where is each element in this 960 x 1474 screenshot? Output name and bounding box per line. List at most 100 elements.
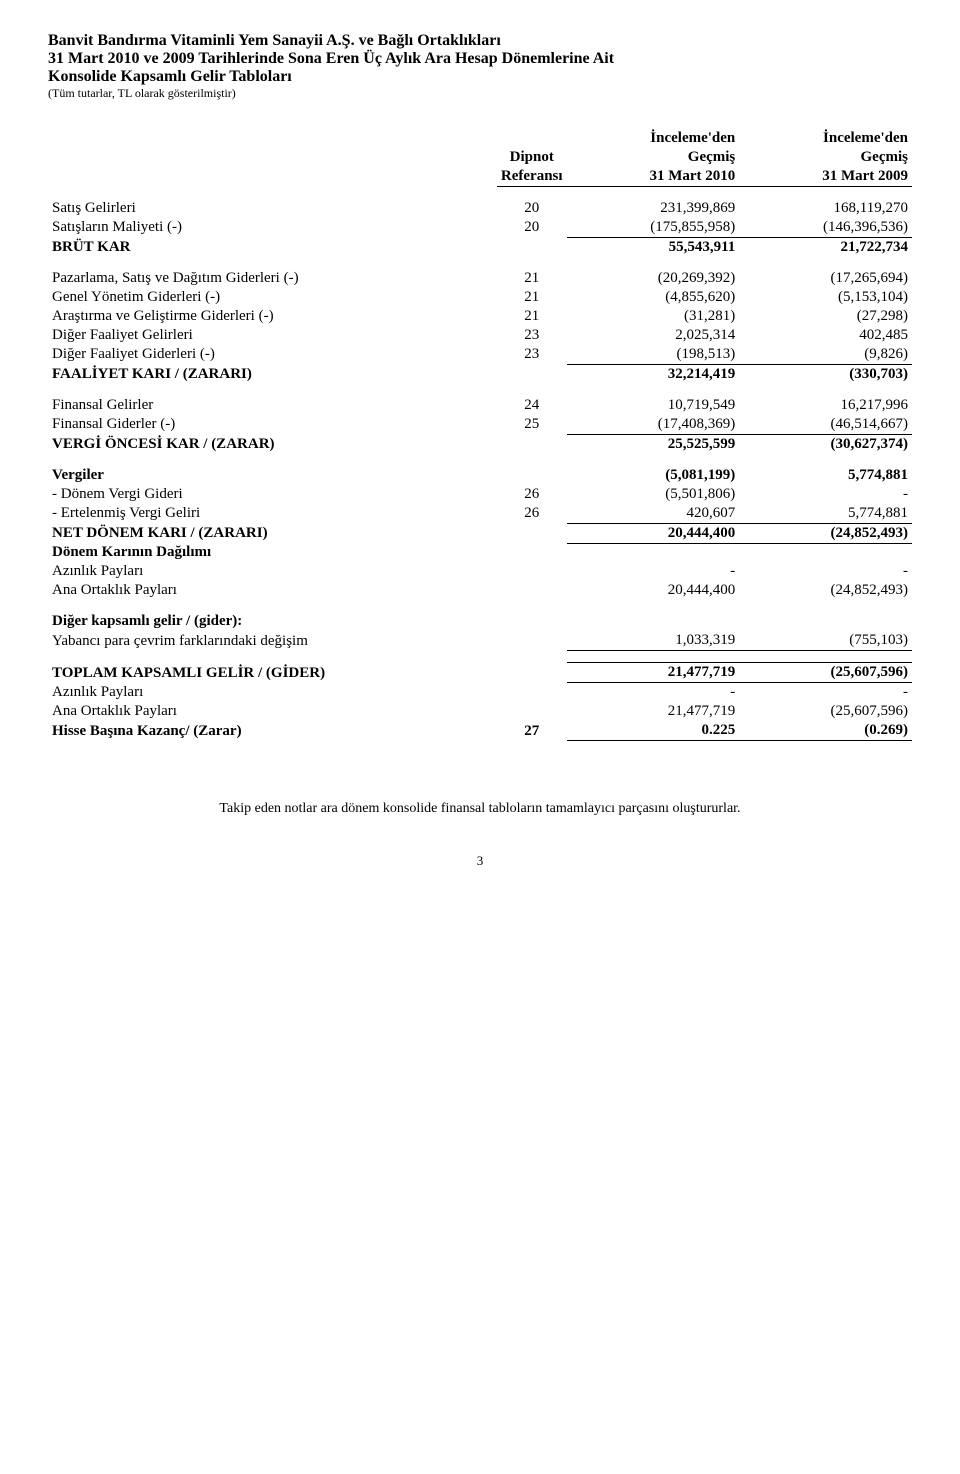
table-row: TOPLAM KAPSAMLI GELİR / (GİDER) 21,477,7… [48,663,912,683]
row-v1: 20,444,400 [567,581,740,600]
row-v2: (30,627,374) [739,434,912,454]
row-label: Satış Gelirleri [48,199,497,218]
row-ref [497,663,567,683]
row-label: Azınlık Payları [48,683,497,703]
row-v1: - [567,683,740,703]
row-ref [497,631,567,651]
table-row: Finansal Giderler (-) 25 (17,408,369) (4… [48,415,912,435]
row-v1: 32,214,419 [567,364,740,384]
row-ref: 21 [497,269,567,288]
row-v2: (46,514,667) [739,415,912,435]
table-row: Diğer Faaliyet Gelirleri 23 2,025,314 40… [48,326,912,345]
row-label: Diğer Faaliyet Gelirleri [48,326,497,345]
row-v2: (27,298) [739,307,912,326]
row-ref: 23 [497,326,567,345]
table-row: Diğer Faaliyet Giderleri (-) 23 (198,513… [48,345,912,365]
colhdr-c1-l1: İnceleme'den [650,130,735,146]
row-v2: (0.269) [739,721,912,741]
row-v1: (20,269,392) [567,269,740,288]
row-v2: (24,852,493) [739,581,912,600]
table-row: Hisse Başına Kazanç/ (Zarar) 27 0.225 (0… [48,721,912,741]
row-ref [497,702,567,721]
row-ref: 21 [497,288,567,307]
row-label: Yabancı para çevrim farklarındaki değişi… [48,631,497,651]
row-label: Dönem Karının Dağılımı [48,543,497,562]
row-label: Finansal Giderler (-) [48,415,497,435]
header-line-1: Banvit Bandırma Vitaminli Yem Sanayii A.… [48,32,912,50]
row-v2: (24,852,493) [739,523,912,543]
row-v1: (175,855,958) [567,218,740,238]
row-label: Diğer kapsamlı gelir / (gider): [48,612,497,631]
row-v1: 420,607 [567,504,740,524]
row-label: Vergiler [48,466,497,485]
row-label: Ana Ortaklık Payları [48,702,497,721]
row-ref: 26 [497,485,567,504]
row-ref: 24 [497,396,567,415]
table-row: Genel Yönetim Giderleri (-) 21 (4,855,62… [48,288,912,307]
row-v2: (9,826) [739,345,912,365]
row-v2: (330,703) [739,364,912,384]
row-v1: 21,477,719 [567,663,740,683]
row-ref: 21 [497,307,567,326]
row-v2: (17,265,694) [739,269,912,288]
row-v2: 5,774,881 [739,466,912,485]
table-row: - Ertelenmiş Vergi Geliri 26 420,607 5,7… [48,504,912,524]
footer-note: Takip eden notlar ara dönem konsolide fi… [48,801,912,817]
row-v2: - [739,683,912,703]
row-label: Hisse Başına Kazanç/ (Zarar) [48,721,497,741]
header-line-4: (Tüm tutarlar, TL olarak gösterilmiştir) [48,86,912,101]
row-label: - Ertelenmiş Vergi Geliri [48,504,497,524]
row-label: Pazarlama, Satış ve Dağıtım Giderleri (-… [48,269,497,288]
row-v2: 5,774,881 [739,504,912,524]
doc-header: Banvit Bandırma Vitaminli Yem Sanayii A.… [48,32,912,101]
table-row: Ana Ortaklık Payları 21,477,719 (25,607,… [48,702,912,721]
row-v1: - [567,562,740,581]
row-ref [497,237,567,257]
row-ref: 25 [497,415,567,435]
header-line-2: 31 Mart 2010 ve 2009 Tarihlerinde Sona E… [48,50,912,68]
row-v2: 16,217,996 [739,396,912,415]
table-row: FAALİYET KARI / (ZARARI) 32,214,419 (330… [48,364,912,384]
row-v1: 231,399,869 [567,199,740,218]
row-v2: - [739,562,912,581]
row-label: TOPLAM KAPSAMLI GELİR / (GİDER) [48,663,497,683]
row-v1: (31,281) [567,307,740,326]
row-ref: 20 [497,199,567,218]
table-row: Azınlık Payları - - [48,683,912,703]
row-ref: 27 [497,721,567,741]
table-row: Finansal Gelirler 24 10,719,549 16,217,9… [48,396,912,415]
row-v1: 21,477,719 [567,702,740,721]
row-v2: 21,722,734 [739,237,912,257]
row-ref: 20 [497,218,567,238]
table-row: - Dönem Vergi Gideri 26 (5,501,806) - [48,485,912,504]
row-label: BRÜT KAR [48,237,497,257]
row-v2: 402,485 [739,326,912,345]
row-v2: (5,153,104) [739,288,912,307]
table-row: Satışların Maliyeti (-) 20 (175,855,958)… [48,218,912,238]
table-row: Azınlık Payları - - [48,562,912,581]
row-v1: 10,719,549 [567,396,740,415]
row-v1: 0.225 [567,721,740,741]
row-v2: (25,607,596) [739,702,912,721]
table-row: Pazarlama, Satış ve Dağıtım Giderleri (-… [48,269,912,288]
page-number: 3 [48,853,912,869]
row-v2: (25,607,596) [739,663,912,683]
row-ref: 26 [497,504,567,524]
row-ref: 23 [497,345,567,365]
table-row: Ana Ortaklık Payları 20,444,400 (24,852,… [48,581,912,600]
row-ref [497,364,567,384]
table-row: VERGİ ÖNCESİ KAR / (ZARAR) 25,525,599 (3… [48,434,912,454]
table-row: Araştırma ve Geliştirme Giderleri (-) 21… [48,307,912,326]
table-row: BRÜT KAR 55,543,911 21,722,734 [48,237,912,257]
row-v2: - [739,485,912,504]
table-row: Yabancı para çevrim farklarındaki değişi… [48,631,912,651]
row-v1: 25,525,599 [567,434,740,454]
colhdr-c1-l2: Geçmiş [688,149,735,165]
row-ref [497,683,567,703]
row-label: Genel Yönetim Giderleri (-) [48,288,497,307]
row-v1: (4,855,620) [567,288,740,307]
colhdr-c2-l2: Geçmiş [861,149,908,165]
row-v2: 168,119,270 [739,199,912,218]
row-label: Diğer Faaliyet Giderleri (-) [48,345,497,365]
colhdr-c2-l3: 31 Mart 2009 [822,168,908,184]
